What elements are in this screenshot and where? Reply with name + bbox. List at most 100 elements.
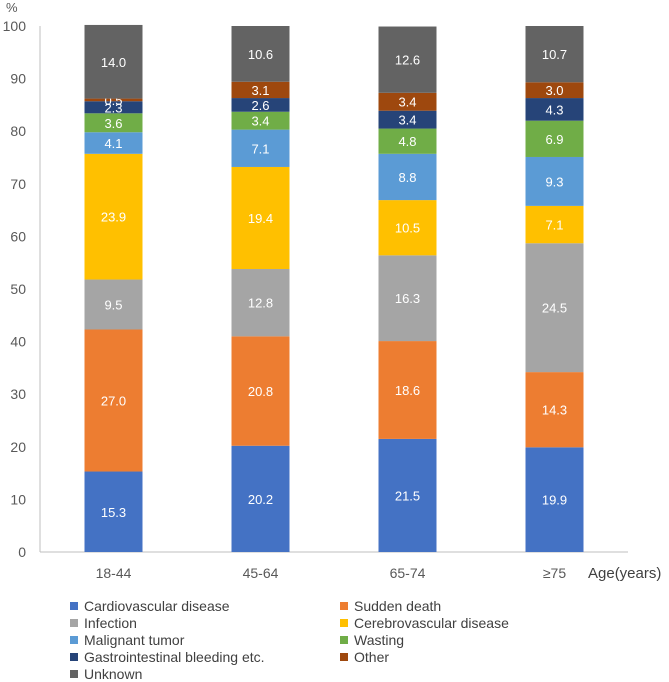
data-label: 8.8 [398,170,416,185]
bar-segment [84,329,143,472]
bar-segment [378,128,437,154]
bar-segment [84,471,143,552]
bar-segment [378,92,437,111]
data-label: 20.8 [248,384,273,399]
bar-segment [231,336,290,446]
legend-label: Wasting [354,631,405,648]
bar-segment [525,26,584,83]
y-tick-label: 0 [18,544,26,560]
data-label: 9.3 [545,174,563,189]
legend-item: Infection [70,614,340,631]
legend-swatch [70,635,78,644]
bar-segment [378,255,437,342]
legend-item: Gastrointestinal bleeding etc. [70,648,340,665]
bar-segment [84,101,143,114]
data-label: 4.3 [545,102,563,117]
x-axis-ticks: 18-44 45-64 65-74 ≥75 [96,565,567,581]
legend-swatch [70,601,78,610]
y-tick-label: 40 [10,334,26,350]
data-label: 2.6 [251,98,269,113]
y-tick-label: 90 [10,71,26,87]
data-label: 16.3 [395,291,420,306]
bar-segment [525,372,584,448]
bar-segment [525,156,584,206]
bar-segments: 15.327.09.523.94.13.62.30.514.020.220.81… [84,24,584,552]
data-label: 27.0 [101,394,126,409]
x-axis-title: Age(years) [588,565,661,582]
legend-item: Wasting [340,631,640,648]
data-label: 20.2 [248,492,273,507]
data-label: 12.8 [248,296,273,311]
data-label: 4.8 [398,134,416,149]
data-label: 3.4 [398,113,416,128]
legend-label: Cardiovascular disease [84,597,230,614]
legend-swatch [70,652,78,661]
bar-segment [378,110,437,129]
bar-segment [525,205,584,244]
y-tick-label: 100 [3,18,27,34]
legend-item: Cardiovascular disease [70,597,340,614]
y-tick-label: 30 [10,386,26,402]
data-label: 9.5 [104,298,122,313]
data-label: 6.9 [545,132,563,147]
legend-swatch [340,635,348,644]
bar-segment [525,98,584,121]
data-label: 3.4 [251,114,269,129]
bar-segment [378,153,437,201]
data-label: 3.1 [251,83,269,98]
data-label: 23.9 [101,210,126,225]
data-label: 7.1 [545,218,563,233]
data-label: 19.4 [248,211,273,226]
x-tick-label: 65-74 [390,565,426,581]
data-label: 10.5 [395,221,420,236]
bar-segment [231,166,290,270]
stacked-bar-chart: % 0 10 20 30 40 50 60 70 80 90 100 15.3 27.0 9.5 23.9… [3,0,662,582]
legend-label: Gastrointestinal bleeding etc. [84,648,265,665]
data-label: 12.6 [395,53,420,68]
bar-segment [231,98,290,112]
legend-label: Infection [84,614,137,631]
legend-item: Malignant tumor [70,631,340,648]
bar-segment [84,153,143,280]
y-axis-ticks: 0 10 20 30 40 50 60 70 80 90 100 [3,18,27,560]
bar-segment [525,447,584,552]
data-label: 3.6 [104,116,122,131]
y-tick-label: 70 [10,176,26,192]
data-label: 10.6 [248,47,273,62]
y-unit-label: % [6,0,18,15]
legend-swatch [70,618,78,627]
bar-segment [231,111,290,130]
legend-label: Malignant tumor [84,631,185,648]
data-label: 18.6 [395,383,420,398]
x-tick-label: 45-64 [243,565,279,581]
bar-segment [525,82,584,99]
bar-segment [378,341,437,439]
bar-segment [525,120,584,157]
data-label: 21.5 [395,488,420,503]
legend-label: Cerebrovascular disease [354,614,509,631]
bar-segment [84,24,143,99]
bar-segment [378,200,437,256]
legend-label: Unknown [84,665,143,682]
data-label: 3.0 [545,83,563,98]
x-tick-label: 18-44 [96,565,132,581]
bar-segment [84,279,143,330]
y-tick-label: 20 [10,439,26,455]
x-tick-label: ≥75 [543,565,566,581]
legend-swatch [70,669,78,678]
legend-swatch [340,652,348,661]
bar-segment [84,132,143,154]
bar-segment [231,129,290,167]
legend-label: Other [354,648,390,665]
bar-segment [231,269,290,337]
y-tick-label: 10 [10,491,26,507]
data-label: 7.1 [251,141,269,156]
legend-item: Other [340,648,640,665]
data-label: 10.7 [542,47,567,62]
legend-swatch [340,618,348,627]
legend-item: Unknown [70,665,340,682]
y-tick-label: 80 [10,123,26,139]
legend-item: Cerebrovascular disease [340,614,640,631]
data-label: 14.0 [101,55,126,70]
bar-segment [525,243,584,373]
